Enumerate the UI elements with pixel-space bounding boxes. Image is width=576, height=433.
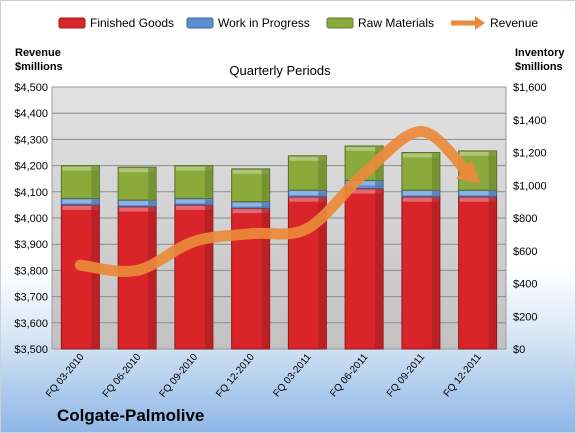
left-axis-title-line2: $millions <box>15 61 63 73</box>
right-tick-label: $600 <box>513 246 537 258</box>
bar-segment-finished-goods <box>458 196 498 350</box>
bar-segment-work-in-progress <box>458 189 498 198</box>
right-tick-label: $400 <box>513 279 537 291</box>
bar-segment-work-in-progress <box>60 197 100 206</box>
left-axis-title-line1: Revenue <box>15 47 61 59</box>
left-tick-label: $4,400 <box>14 108 48 120</box>
bar-segment-finished-goods <box>60 204 100 350</box>
left-tick-label: $4,200 <box>14 161 48 173</box>
x-tick-label: FQ 06-2010 <box>101 352 144 400</box>
left-tick-label: $3,800 <box>14 265 48 277</box>
bar-segment-work-in-progress <box>174 197 214 206</box>
right-tick-label: $1,200 <box>513 148 547 160</box>
left-tick-label: $3,900 <box>14 239 48 251</box>
bar-segment-finished-goods <box>344 188 384 350</box>
x-axis-ticks: FQ 03-2010 FQ 06-2010 FQ 09-2010 FQ 12-2010… <box>44 352 484 400</box>
x-tick-label: FQ 06-2011 <box>328 352 371 400</box>
bar-segment-work-in-progress <box>401 189 441 198</box>
x-tick-label: FQ 12-2010 <box>214 352 257 400</box>
revenue-arrow-head <box>456 160 481 184</box>
legend-label-finished-goods: Finished Goods <box>90 16 174 30</box>
legend: Finished Goods Work in Progress Raw Mate… <box>58 16 538 30</box>
bars <box>60 145 498 350</box>
left-tick-label: $3,700 <box>14 292 48 304</box>
bar-segment-work-in-progress <box>231 201 271 209</box>
left-tick-label: $4,300 <box>14 134 48 146</box>
x-tick-label: FQ 09-2010 <box>157 352 200 400</box>
bar-segment-raw-materials <box>401 152 441 191</box>
legend-label-revenue: Revenue <box>490 16 538 30</box>
bar-segment-raw-materials <box>117 166 157 201</box>
bar-segment-finished-goods <box>174 204 214 350</box>
bar-segment-finished-goods <box>287 196 327 350</box>
left-tick-label: $3,600 <box>14 318 48 330</box>
bar-segment-raw-materials <box>60 165 100 199</box>
legend-swatch-work-in-progress <box>186 17 214 29</box>
right-axis-ticks: $0 $200 $400 $600 $800 $1,000 $1,200 $1,400 $1,6… <box>513 82 547 356</box>
left-tick-label: $4,500 <box>14 82 48 94</box>
right-tick-label: $200 <box>513 311 537 323</box>
left-tick-label: $4,100 <box>14 187 48 199</box>
chart-title: Quarterly Periods <box>229 63 331 78</box>
company-name: Colgate-Palmolive <box>57 406 204 425</box>
left-tick-label: $4,000 <box>14 213 48 225</box>
right-tick-label: $1,400 <box>513 115 547 127</box>
right-tick-label: $1,000 <box>513 180 547 192</box>
left-tick-label: $3,500 <box>14 344 48 356</box>
bar-segment-work-in-progress <box>117 199 157 208</box>
legend-swatch-raw-materials <box>326 17 354 29</box>
bar-segment-finished-goods <box>117 206 157 350</box>
x-tick-label: FQ 03-2010 <box>44 352 87 400</box>
bar-segment-raw-materials <box>231 168 271 203</box>
x-tick-label: FQ 12-2011 <box>442 352 485 400</box>
right-axis-title-line2: $millions <box>515 61 563 73</box>
bar-segment-work-in-progress <box>287 189 327 198</box>
right-tick-label: $800 <box>513 213 537 225</box>
left-axis-ticks: $3,500 $3,600 $3,700 $3,800 $3,900 $4,000 $4,1… <box>14 82 48 356</box>
legend-swatch-revenue <box>451 16 485 30</box>
bar-segment-raw-materials <box>287 155 327 191</box>
legend-label-raw-materials: Raw Materials <box>358 16 434 30</box>
right-tick-label: $0 <box>513 344 525 356</box>
revenue-line-path <box>74 126 473 277</box>
bar-segment-raw-materials <box>174 165 214 199</box>
legend-swatch-finished-goods <box>58 17 86 29</box>
revenue-line <box>74 126 481 277</box>
bar-segment-finished-goods <box>401 196 441 350</box>
x-tick-label: FQ 03-2011 <box>271 352 314 400</box>
legend-label-work-in-progress: Work in Progress <box>218 16 310 30</box>
x-tick-label: FQ 09-2011 <box>385 352 428 400</box>
right-axis-title-line1: Inventory <box>515 47 565 59</box>
right-tick-label: $1,600 <box>513 82 547 94</box>
